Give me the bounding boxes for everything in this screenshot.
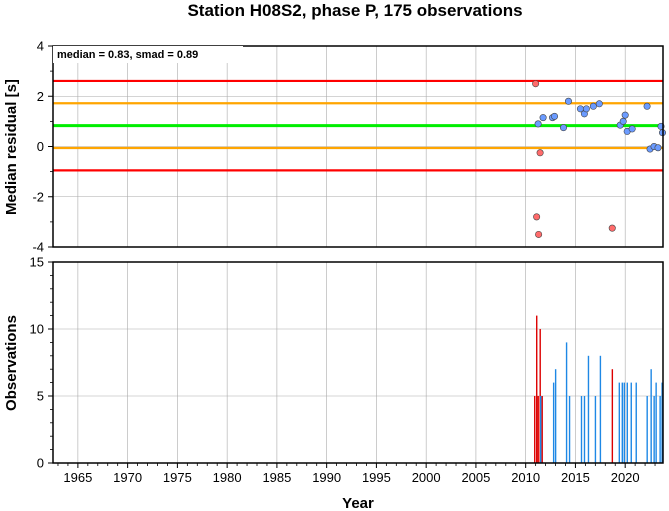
bottom-y-axis-label: Observations: [3, 315, 20, 411]
observation-bar: [554, 369, 557, 463]
observation-bar: [580, 396, 583, 463]
x-axis-label: Year: [342, 495, 374, 511]
observation-bar: [646, 396, 648, 463]
x-tick-label: 2015: [561, 470, 590, 485]
residual-points: [532, 80, 667, 238]
bottom-grid: [53, 261, 663, 464]
observation-bar: [587, 355, 590, 463]
x-tick-label: 1995: [362, 470, 391, 485]
data-point: [621, 111, 629, 119]
data-point: [539, 114, 547, 122]
x-tick-label: 2005: [461, 470, 490, 485]
bottom-y-ticks: 15 10 5 0: [30, 255, 53, 471]
y-tick-label: -2: [32, 189, 44, 204]
observation-bar: [565, 342, 568, 463]
top-y-axis-label: Median residual [s]: [3, 79, 20, 215]
data-point: [608, 224, 616, 232]
data-point: [628, 125, 636, 133]
observation-bars: [534, 315, 663, 463]
observation-bar: [594, 396, 597, 463]
x-tick-label: 2010: [511, 470, 540, 485]
y-tick-label: 10: [30, 322, 44, 337]
data-point: [532, 80, 540, 88]
x-ticks: 1965 1970 1975 1980 1985 1990 1995 2000 2005 2010…: [57, 463, 656, 485]
top-grid: [53, 45, 663, 248]
top-y-ticks: 4 2 0 -2 -4: [32, 39, 53, 255]
observation-bar: [653, 396, 655, 463]
data-point: [551, 112, 559, 120]
x-tick-label: 1990: [312, 470, 341, 485]
data-point: [589, 102, 597, 110]
stats-annotation: median = 0.83, smad = 0.89: [57, 49, 198, 61]
data-point: [654, 144, 662, 152]
data-point: [595, 100, 603, 108]
chart-title: Station H08S2, phase P, 175 observations: [187, 1, 522, 20]
x-tick-label: 1965: [63, 470, 92, 485]
x-tick-label: 1985: [262, 470, 291, 485]
observation-bar: [599, 355, 602, 463]
observation-bar: [659, 396, 661, 463]
y-tick-label: 4: [37, 39, 44, 54]
data-point: [536, 149, 544, 157]
x-tick-label: 1970: [113, 470, 142, 485]
data-point: [564, 97, 572, 105]
observation-bar: [536, 315, 538, 463]
data-point: [559, 124, 567, 132]
bottom-plot-frame: [52, 261, 664, 464]
data-point: [582, 105, 590, 113]
observation-bar: [661, 382, 663, 463]
observation-bar: [635, 382, 637, 463]
observation-bar: [568, 396, 571, 463]
data-point: [534, 120, 542, 128]
observation-bar: [655, 382, 657, 463]
x-tick-label: 1975: [163, 470, 192, 485]
x-tick-label: 2000: [412, 470, 441, 485]
y-tick-label: 0: [37, 456, 44, 471]
data-point: [619, 117, 627, 125]
y-tick-label: 0: [37, 139, 44, 154]
observation-bar: [583, 396, 586, 463]
reference-lines: [53, 79, 663, 172]
observation-bar: [630, 382, 632, 463]
observation-bar: [540, 396, 542, 463]
y-tick-label: 2: [37, 89, 44, 104]
observation-bar: [618, 382, 621, 463]
y-tick-label: 5: [37, 389, 44, 404]
annotation-box: [53, 46, 243, 63]
observation-bar: [611, 369, 614, 463]
observation-bar: [537, 396, 539, 463]
y-tick-label: 15: [30, 255, 44, 270]
observation-bar: [534, 396, 536, 463]
observation-bar: [621, 382, 624, 463]
observation-bar: [552, 382, 555, 463]
observation-bar: [650, 369, 652, 463]
observation-bar: [623, 382, 625, 463]
x-tick-label: 1980: [213, 470, 242, 485]
bottom-panel: 15 10 5 0 Observations: [3, 255, 664, 471]
data-point: [535, 230, 543, 238]
data-point: [643, 102, 651, 110]
observation-bar: [541, 396, 543, 463]
observation-bar: [626, 382, 628, 463]
x-tick-label: 2020: [611, 470, 640, 485]
top-panel: median = 0.83, smad = 0.89 4 2 0 -2 -4 Media…: [3, 39, 667, 255]
y-tick-label: -4: [32, 240, 44, 255]
data-point: [533, 213, 541, 221]
